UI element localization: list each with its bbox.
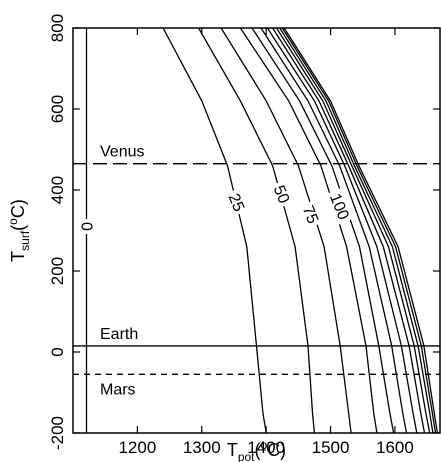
y-axis-title-unit-tail: C)	[8, 199, 28, 218]
contour-line-unlabeled-5	[251, 28, 395, 433]
contour-label-25: 25	[224, 187, 251, 217]
contour-line-unlabeled-12	[283, 28, 439, 433]
contour-label-backing	[269, 179, 296, 209]
x-tick-label: 1400	[247, 438, 285, 457]
y-axis-title-sup: o	[6, 218, 20, 225]
reference-label-earth: Earth	[100, 326, 138, 343]
x-axis-title: Tpot(oC)	[227, 438, 286, 462]
contour-line-100	[239, 28, 378, 433]
contour-label-backing	[224, 187, 251, 217]
reference-lines: Venus Earth Mars	[73, 144, 440, 398]
y-axis-title-base: T	[8, 251, 28, 262]
y-axis-title-unit-head: (	[8, 225, 28, 231]
contour-label-backing	[77, 218, 96, 234]
contour-label-text: 75	[299, 203, 321, 226]
contour-label-text: 50	[270, 183, 292, 206]
x-axis-title-sup: o	[261, 438, 268, 452]
y-tick-label: 400	[48, 176, 67, 204]
contour-label-backing	[298, 199, 325, 229]
contour-label-text: 25	[225, 191, 247, 214]
contour-label-75: 75	[298, 199, 325, 229]
contour-lines	[85, 28, 439, 433]
y-axis-title: Tsurf(oC)	[6, 199, 32, 262]
contour-line-unlabeled-10	[279, 28, 434, 433]
x-tick-label: 1200	[118, 438, 156, 457]
y-tick-label: 200	[48, 257, 67, 285]
contour-line-25	[162, 28, 267, 433]
y-tick-label: 800	[48, 14, 67, 42]
contour-line-unlabeled-11	[281, 28, 437, 433]
contour-line-50	[198, 28, 316, 433]
contour-label-0: 0	[77, 218, 97, 234]
x-tick-label: 1500	[312, 438, 350, 457]
plot-frame	[72, 27, 441, 434]
reference-label-venus: Venus	[100, 144, 144, 161]
contour-line-75	[220, 28, 352, 433]
contour-label-50: 50	[269, 179, 296, 209]
y-axis-title-sub: surf	[18, 230, 32, 251]
axis-ticks: 1200 1300 1400 1500 1600 -200 0 200 400 600 800	[48, 14, 440, 457]
contour-line-unlabeled-8	[272, 28, 426, 433]
contour-line-unlabeled-7	[266, 28, 418, 433]
x-axis-title-base: T	[227, 440, 238, 460]
contour-label-backing	[325, 187, 355, 225]
reference-label-mars: Mars	[100, 381, 136, 398]
x-axis-title-unit-head: (	[255, 440, 261, 460]
x-axis-title-unit-tail: C)	[267, 440, 286, 460]
x-axis-title-sub: pot	[238, 450, 255, 462]
y-tick-label: -200	[48, 416, 67, 450]
x-tick-label: 1300	[183, 438, 221, 457]
y-tick-label: 600	[48, 95, 67, 123]
y-tick-label: 0	[48, 347, 67, 356]
contour-label-text: 0	[80, 222, 97, 231]
contour-line-unlabeled-9	[275, 28, 431, 433]
contour-line-unlabeled-6	[260, 28, 408, 433]
x-tick-label: 1600	[376, 438, 414, 457]
